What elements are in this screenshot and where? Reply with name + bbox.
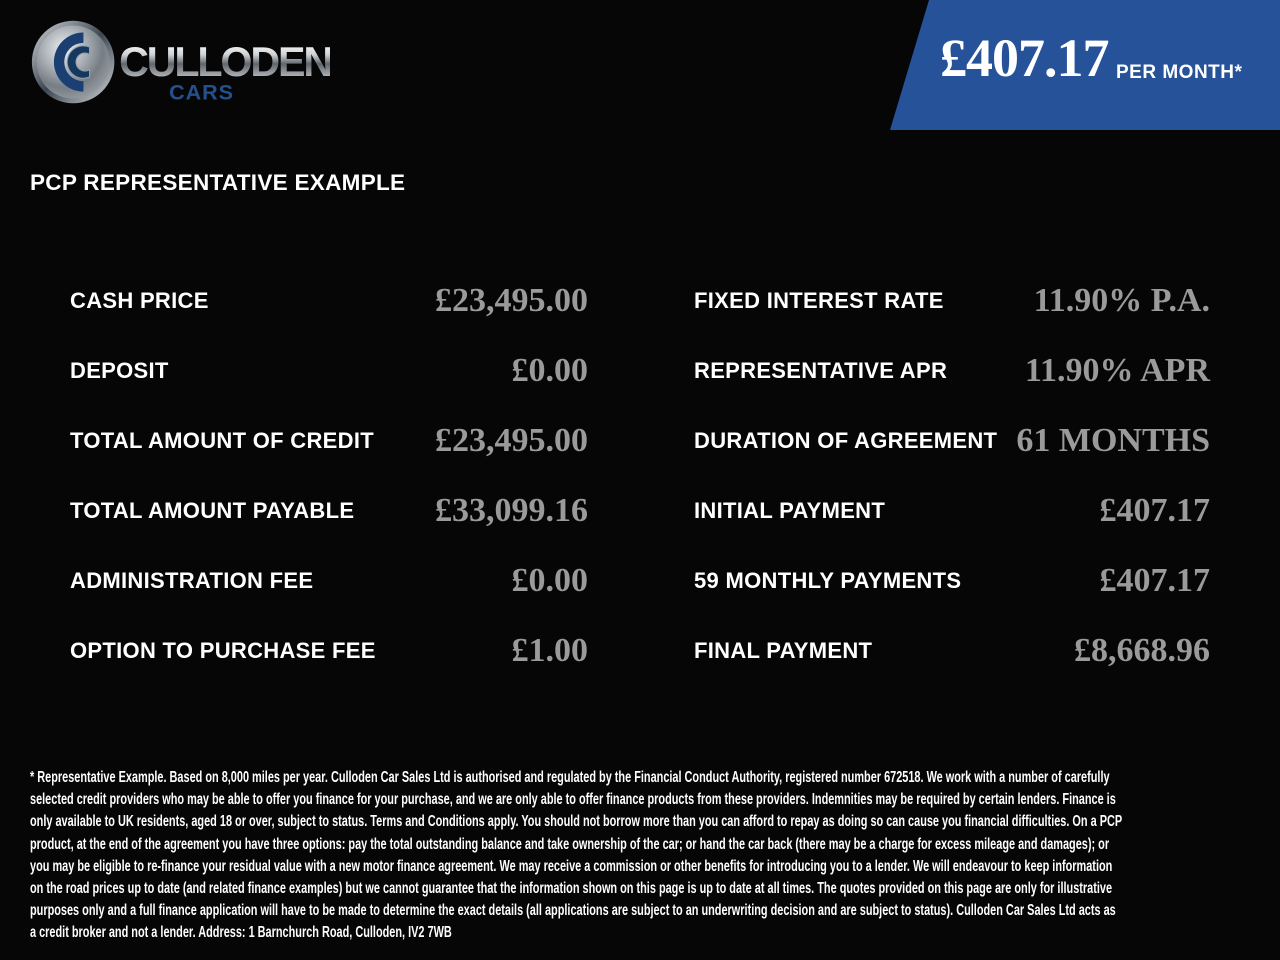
svg-text:CARS: CARS — [169, 80, 234, 105]
svg-text:CULLODEN: CULLODEN — [119, 39, 330, 85]
